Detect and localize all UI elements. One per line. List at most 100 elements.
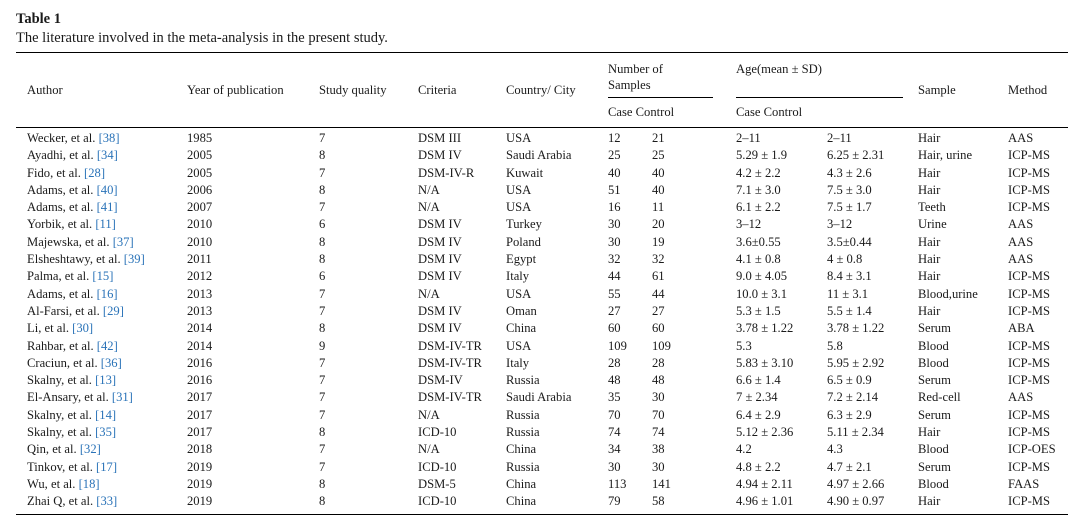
header-country: Country/ City — [506, 83, 576, 97]
reference-link[interactable]: [34] — [96, 148, 118, 163]
cell-criteria: DSM IV — [418, 148, 462, 163]
cell-country: Russia — [506, 425, 540, 440]
cell-n-case: 79 — [608, 494, 621, 509]
top-rule — [16, 52, 1068, 54]
cell-method: ICP-MS — [1008, 269, 1050, 284]
cell-age-case: 10.0 ± 3.1 — [736, 286, 787, 301]
table-row: Fido, et al. [28] 2005 7 DSM-IV-R Kuwait 40 40… — [0, 165, 1080, 182]
cell-author: Ayadhi, et al. [34] — [27, 147, 118, 163]
cell-country: USA — [506, 200, 532, 215]
cell-criteria: DSM IV — [418, 252, 462, 267]
cell-quality: 8 — [319, 476, 326, 491]
cell-age-case: 4.8 ± 2.2 — [736, 459, 781, 474]
table-body: Wecker, et al. [38] 1985 7 DSM III USA 12 21 2–… — [0, 130, 1080, 511]
header-criteria: Criteria — [418, 83, 457, 97]
author-name: Zhai Q, et al. — [27, 494, 94, 509]
cell-age-case: 4.2 — [736, 442, 752, 457]
cell-n-case: 44 — [608, 269, 621, 284]
cell-method: AAS — [1008, 217, 1034, 232]
cell-n-control: 44 — [652, 286, 665, 301]
cell-year: 2016 — [187, 373, 213, 388]
cell-author: Palma, et al. [15] — [27, 268, 113, 284]
cell-year: 2007 — [187, 200, 213, 215]
cell-n-case: 40 — [608, 165, 621, 180]
cell-author: Fido, et al. [28] — [27, 165, 105, 181]
cell-n-control: 109 — [652, 338, 671, 353]
author-name: Adams, et al. — [27, 182, 94, 197]
cell-quality: 8 — [319, 321, 326, 336]
cell-method: ICP-MS — [1008, 286, 1050, 301]
cell-quality: 7 — [319, 286, 326, 301]
reference-link[interactable]: [33] — [96, 494, 118, 509]
reference-link[interactable]: [37] — [112, 234, 134, 249]
reference-link[interactable]: [31] — [111, 390, 133, 405]
reference-link[interactable]: [32] — [79, 442, 101, 457]
cell-criteria: DSM-IV-TR — [418, 390, 482, 405]
author-name: Fido, et al. — [27, 165, 81, 180]
cell-sample: Hair — [918, 425, 941, 440]
reference-link[interactable]: [16] — [96, 286, 118, 301]
cell-author: Zhai Q, et al. [33] — [27, 493, 117, 509]
cell-n-case: 30 — [608, 234, 621, 249]
cell-criteria: DSM-IV-TR — [418, 355, 482, 370]
cell-author: Skalny, et al. [35] — [27, 424, 116, 440]
cell-n-control: 38 — [652, 442, 665, 457]
cell-criteria: ICD-10 — [418, 425, 457, 440]
reference-link[interactable]: [13] — [95, 373, 117, 388]
header-quality: Study quality — [319, 83, 387, 97]
cell-n-case: 30 — [608, 459, 621, 474]
cell-age-control: 4.7 ± 2.1 — [827, 459, 872, 474]
cell-year: 2013 — [187, 286, 213, 301]
reference-link[interactable]: [14] — [95, 407, 117, 422]
cell-sample: Hair — [918, 252, 941, 267]
cell-method: ICP-MS — [1008, 425, 1050, 440]
cell-age-case: 3.6±0.55 — [736, 234, 781, 249]
reference-link[interactable]: [18] — [78, 476, 100, 491]
table-caption-block: Table 1 The literature involved in the m… — [16, 10, 388, 48]
reference-link[interactable]: [40] — [96, 182, 118, 197]
cell-country: USA — [506, 286, 532, 301]
table-row: Qin, et al. [32] 2018 7 N/A China 34 38 4.2 4.3 B… — [0, 441, 1080, 458]
reference-link[interactable]: [42] — [96, 338, 118, 353]
cell-author: Elsheshtawy, et al. [39] — [27, 251, 145, 267]
cell-country: China — [506, 494, 537, 509]
cell-author: Qin, et al. [32] — [27, 441, 101, 457]
cell-quality: 7 — [319, 390, 326, 405]
cell-country: Russia — [506, 373, 540, 388]
cell-n-case: 34 — [608, 442, 621, 457]
cell-method: AAS — [1008, 234, 1034, 249]
cell-criteria: DSM IV — [418, 234, 462, 249]
reference-link[interactable]: [28] — [84, 165, 106, 180]
reference-link[interactable]: [30] — [72, 321, 94, 336]
reference-link[interactable]: [36] — [100, 355, 122, 370]
reference-link[interactable]: [15] — [92, 269, 114, 284]
reference-link[interactable]: [29] — [102, 303, 124, 318]
reference-link[interactable]: [39] — [123, 252, 145, 267]
cell-year: 2019 — [187, 476, 213, 491]
reference-link[interactable]: [38] — [98, 131, 120, 145]
cell-n-case: 30 — [608, 217, 621, 232]
cell-year: 2017 — [187, 425, 213, 440]
cell-quality: 7 — [319, 373, 326, 388]
cell-country: Saudi Arabia — [506, 148, 572, 163]
reference-link[interactable]: [17] — [96, 459, 118, 474]
cell-year: 2005 — [187, 165, 213, 180]
cell-author: Adams, et al. [16] — [27, 286, 118, 302]
cell-country: Oman — [506, 303, 537, 318]
cell-n-control: 19 — [652, 234, 665, 249]
header-method: Method — [1008, 83, 1048, 97]
cell-age-control: 8.4 ± 3.1 — [827, 269, 872, 284]
cell-n-case: 28 — [608, 355, 621, 370]
cell-method: FAAS — [1008, 476, 1040, 491]
cell-age-case: 7.1 ± 3.0 — [736, 182, 781, 197]
cell-author: Adams, et al. [41] — [27, 199, 118, 215]
reference-link[interactable]: [41] — [96, 200, 118, 215]
reference-link[interactable]: [35] — [95, 425, 117, 440]
cell-method: ICP-MS — [1008, 459, 1050, 474]
reference-link[interactable]: [11] — [95, 217, 116, 232]
table-row: Zhai Q, et al. [33] 2019 8 ICD-10 China 79 58 4… — [0, 493, 1080, 510]
cell-author: Adams, et al. [40] — [27, 182, 118, 198]
cell-quality: 8 — [319, 234, 326, 249]
table-row: El-Ansary, et al. [31] 2017 7 DSM-IV-TR Saud… — [0, 389, 1080, 406]
cell-method: ICP-MS — [1008, 355, 1050, 370]
